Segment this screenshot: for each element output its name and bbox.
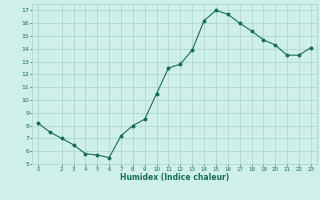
X-axis label: Humidex (Indice chaleur): Humidex (Indice chaleur)	[120, 173, 229, 182]
